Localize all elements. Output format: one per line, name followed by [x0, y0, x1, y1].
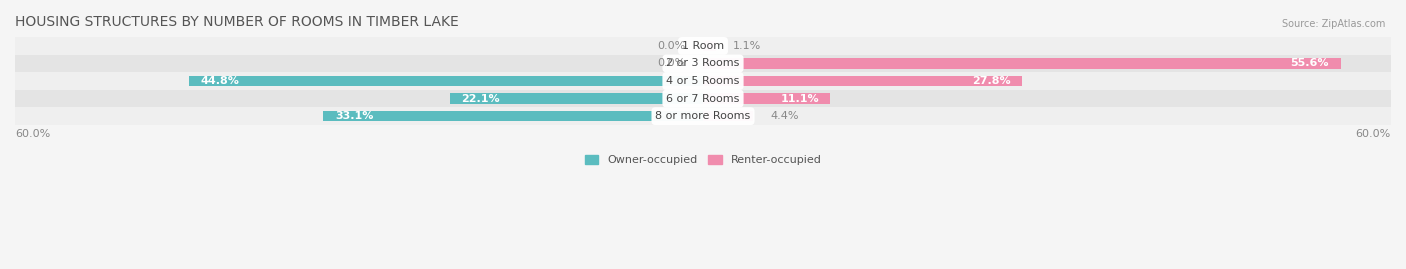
Text: 60.0%: 60.0% — [15, 129, 51, 139]
Bar — [703, 93, 831, 104]
Bar — [703, 58, 1340, 69]
Bar — [15, 55, 1391, 72]
Bar — [15, 37, 1391, 55]
Bar — [15, 72, 1391, 90]
Text: 22.1%: 22.1% — [461, 94, 499, 104]
Text: HOUSING STRUCTURES BY NUMBER OF ROOMS IN TIMBER LAKE: HOUSING STRUCTURES BY NUMBER OF ROOMS IN… — [15, 15, 458, 29]
Bar — [15, 107, 1391, 125]
Legend: Owner-occupied, Renter-occupied: Owner-occupied, Renter-occupied — [585, 155, 821, 165]
Text: Source: ZipAtlas.com: Source: ZipAtlas.com — [1281, 19, 1385, 29]
Bar — [323, 111, 703, 121]
Text: 0.0%: 0.0% — [658, 41, 686, 51]
Text: 55.6%: 55.6% — [1291, 58, 1329, 69]
Bar — [703, 76, 1022, 86]
Bar — [450, 93, 703, 104]
Bar — [703, 111, 754, 121]
Text: 8 or more Rooms: 8 or more Rooms — [655, 111, 751, 121]
Text: 44.8%: 44.8% — [201, 76, 239, 86]
Bar — [15, 90, 1391, 107]
Text: 27.8%: 27.8% — [972, 76, 1011, 86]
Text: 4 or 5 Rooms: 4 or 5 Rooms — [666, 76, 740, 86]
Text: 6 or 7 Rooms: 6 or 7 Rooms — [666, 94, 740, 104]
Bar — [190, 76, 703, 86]
Text: 2 or 3 Rooms: 2 or 3 Rooms — [666, 58, 740, 69]
Text: 1 Room: 1 Room — [682, 41, 724, 51]
Bar — [703, 41, 716, 51]
Text: 60.0%: 60.0% — [1355, 129, 1391, 139]
Text: 4.4%: 4.4% — [770, 111, 799, 121]
Text: 0.0%: 0.0% — [658, 58, 686, 69]
Text: 33.1%: 33.1% — [335, 111, 374, 121]
Text: 1.1%: 1.1% — [733, 41, 761, 51]
Text: 11.1%: 11.1% — [780, 94, 818, 104]
